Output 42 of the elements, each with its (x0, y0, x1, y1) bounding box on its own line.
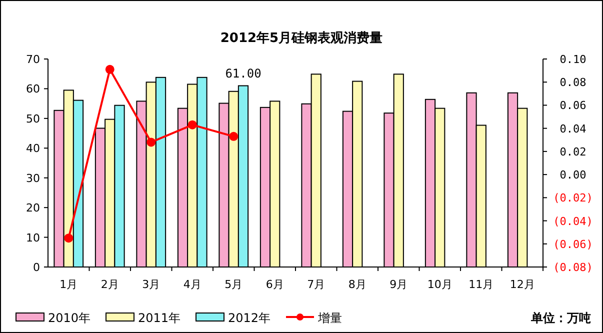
chart-title: 2012年5月硅钢表观消费量 (220, 31, 383, 46)
text: 单位：万吨 (530, 311, 591, 325)
x-tick-label: 8月 (348, 278, 366, 291)
y2-tick-label: 0.02 (560, 145, 586, 158)
x-tick-label: 9月 (390, 278, 408, 291)
x-tick-label: 6月 (266, 278, 284, 291)
x-tick-label: 3月 (142, 278, 160, 291)
point (188, 120, 197, 130)
y2-tick-label: 0.04 (560, 122, 587, 136)
x-tick-label: 4月 (183, 278, 202, 291)
y2-tick-label: (0.08) (553, 261, 593, 274)
x-tick-label: 12月 (510, 278, 535, 291)
y-tick-label: 20 (26, 202, 40, 215)
x-tick-label: 2月 (100, 278, 119, 291)
y2-tick-label: (0.02) (553, 192, 593, 205)
y-tick-label: 10 (26, 231, 40, 244)
y-tick-label: 40 (26, 142, 40, 156)
x-tick-label: 11月 (468, 278, 494, 291)
point (146, 138, 156, 147)
y2-tick-label: 0.10 (560, 53, 586, 66)
y-tick-label: 30 (26, 172, 40, 185)
x-tick-label: 10月 (427, 278, 452, 291)
y2-tick-label: 0.06 (560, 99, 586, 112)
x-tick-label: 7月 (307, 278, 326, 291)
y-tick-label: 50 (26, 112, 40, 126)
y2-tick-label: 0.00 (560, 168, 586, 182)
point (105, 64, 114, 74)
x-tick-label: 5月 (224, 278, 243, 291)
legend-label: 2012年 (228, 311, 271, 325)
y2-tick-label: 0.08 (560, 76, 586, 90)
y-tick-label: 70 (26, 53, 40, 66)
x-tick-label: 1月 (60, 278, 78, 291)
y2-tick-label: (0.06) (553, 238, 593, 251)
legend-label: 2011年 (138, 311, 181, 325)
y2-tick-label: (0.04) (553, 214, 593, 228)
y-tick-label: 0 (33, 261, 40, 274)
data-label: 61.00 (225, 66, 262, 81)
point (229, 132, 238, 141)
y-tick-label: 60 (26, 82, 40, 96)
legend-label: 增量 (317, 311, 342, 325)
legend-label: 2010年 (48, 311, 91, 325)
point (64, 234, 74, 243)
